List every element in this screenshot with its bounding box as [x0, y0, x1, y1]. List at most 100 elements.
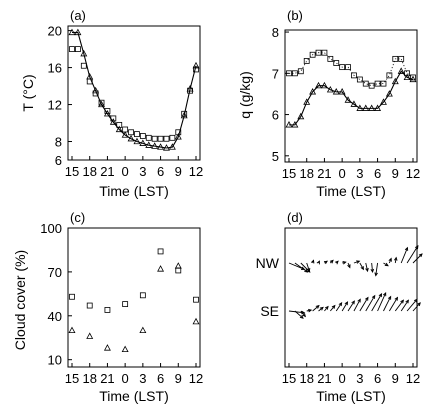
wind-vector: [359, 262, 364, 270]
square-point: [163, 135, 170, 142]
x-tick-label: 9: [175, 371, 182, 386]
square-point: [374, 80, 381, 87]
square-point: [386, 72, 393, 79]
wind-vector: [365, 262, 369, 272]
wind-vector: [406, 299, 418, 312]
wind-vector-head: [400, 299, 405, 304]
triangle-point: [157, 143, 165, 150]
triangle-point: [103, 109, 111, 117]
x-tick-label: 18: [299, 166, 313, 181]
square-point: [69, 293, 75, 300]
series-line: [289, 70, 414, 126]
x-tick-label: 12: [406, 166, 420, 181]
x-tick-label: 9: [175, 164, 182, 179]
square-point: [69, 46, 75, 53]
triangle-point: [174, 133, 182, 140]
wind-vector: [365, 295, 376, 312]
triangle-point: [368, 104, 376, 111]
triangle-point: [103, 344, 111, 351]
wind-vector-head: [405, 299, 409, 304]
triangle-point: [157, 265, 165, 272]
wind-vector-head: [387, 295, 392, 300]
x-tick-label: 9: [392, 371, 399, 386]
square-point: [327, 55, 334, 62]
x-tick-label: 0: [339, 166, 346, 181]
square-point: [169, 134, 176, 141]
wind-vector-head: [338, 302, 343, 307]
triangle-point: [139, 326, 147, 334]
wind-vector: [412, 253, 423, 264]
y-tick-label: 40: [48, 309, 62, 324]
wind-vector-head: [357, 298, 361, 303]
wind-vector: [306, 262, 310, 272]
y-tick-label: 10: [48, 353, 62, 368]
wind-vector: [294, 262, 308, 273]
wind-vector: [383, 296, 392, 312]
x-tick-label: 18: [82, 371, 96, 386]
x-axis-label: Time (LST): [99, 388, 168, 404]
wind-vector-head: [382, 292, 387, 297]
x-axis-label: Time (LST): [316, 183, 385, 199]
wind-vector: [394, 299, 404, 312]
square-point: [333, 60, 340, 66]
wind-vector: [375, 262, 379, 276]
triangle-point: [391, 77, 399, 85]
square-point: [303, 58, 310, 64]
x-tick-label: 15: [65, 164, 79, 179]
x-tick-label: 0: [122, 371, 129, 386]
wind-vector-head: [360, 266, 364, 271]
wind-vector-head: [393, 256, 398, 261]
square-point: [175, 267, 182, 274]
triangle-point: [121, 345, 129, 353]
wind-vector-head: [299, 315, 304, 319]
x-tick-label: 12: [189, 164, 203, 179]
wind-vector: [359, 297, 369, 312]
wind-vector-head: [306, 267, 311, 273]
triangle-point: [74, 28, 82, 36]
triangle-point: [397, 67, 405, 74]
x-axis-label: Time (LST): [316, 388, 385, 404]
triangle-point: [115, 125, 123, 133]
panel-d: (d) 15 18 21 0 3 6 9 12 NW SE Time (LST): [256, 210, 423, 404]
square-point: [339, 64, 346, 71]
wind-vector-head: [351, 300, 355, 305]
square-point: [410, 74, 416, 81]
x-tick-label: 12: [189, 371, 203, 386]
wind-vector-head: [356, 260, 361, 264]
y-tick-label: 8: [272, 25, 279, 40]
wind-vector: [377, 292, 387, 312]
x-tick-label: 15: [282, 371, 296, 386]
wind-vector: [371, 262, 374, 273]
x-tick-label: 6: [374, 166, 381, 181]
y-axis-label: Cloud cover (%): [12, 250, 28, 350]
square-point: [151, 135, 158, 142]
wind-vector: [347, 300, 355, 312]
wind-vector-head: [304, 268, 309, 273]
triangle-point: [86, 72, 94, 80]
wind-vector: [400, 299, 409, 312]
x-tick-label: 15: [282, 166, 296, 181]
x-tick-label: 3: [356, 166, 363, 181]
y-tick-label: 20: [48, 24, 62, 39]
square-point: [128, 129, 134, 136]
triangle-point: [127, 134, 135, 142]
square-point: [145, 134, 152, 141]
wind-vector-head: [344, 301, 349, 306]
x-tick-label: 9: [392, 166, 399, 181]
x-tick-label: 6: [157, 371, 164, 386]
square-point: [392, 55, 399, 62]
triangle-point: [133, 137, 141, 145]
x-tick-label: 18: [299, 371, 313, 386]
triangle-point: [80, 49, 88, 57]
wind-vector: [329, 305, 336, 312]
series-line: [289, 52, 414, 87]
square-point: [75, 46, 81, 53]
wind-vector-head: [384, 262, 389, 267]
triangle-point: [109, 118, 117, 125]
x-tick-label: 21: [317, 166, 331, 181]
square-point: [404, 70, 410, 77]
y-tick-label: 5: [272, 149, 279, 164]
